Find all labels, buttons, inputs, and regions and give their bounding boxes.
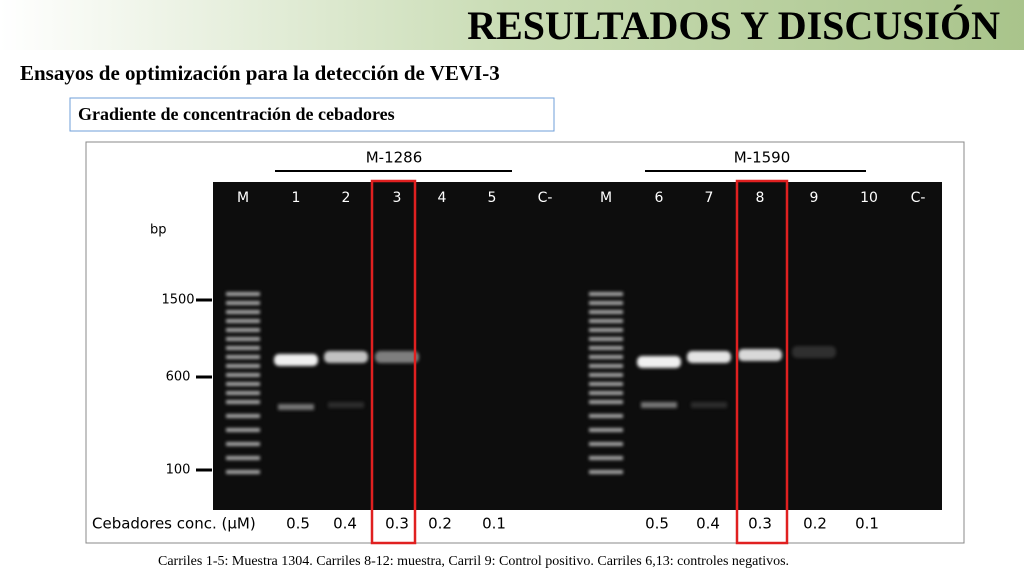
band [375,351,419,363]
ladder-label: 600 [166,370,191,385]
ladder-band [589,470,623,474]
lane-label: 6 [655,190,664,206]
ladder-band [589,364,623,368]
ladder-band [226,355,260,359]
title: RESULTADOS Y DISCUSIÓN [467,3,1000,48]
ladder-band [589,292,623,296]
ladder-band [589,414,623,418]
highlight [735,179,789,545]
lane-label: 7 [705,190,714,206]
ladder-label: 1500 [161,293,194,308]
lane-label: 3 [393,190,402,206]
ladder-band [226,470,260,474]
lane-label: 10 [860,190,878,206]
conc-value: 0.1 [855,515,879,533]
band [328,402,364,408]
conc-value: 0.5 [645,515,669,533]
ladder-band [589,391,623,395]
conc-value: 0.1 [482,515,506,533]
ladder-band [226,442,260,446]
band [278,404,314,410]
lane-label: 8 [756,190,765,206]
ladder-band [226,400,260,404]
subtitle: Ensayos de optimización para la detecció… [20,61,500,85]
ladder-band [226,456,260,460]
lane-label: 4 [438,190,447,206]
ladder-band [226,301,260,305]
ladder-band [589,310,623,314]
ladder-band [226,328,260,332]
ladder-band [589,456,623,460]
section-box [69,97,555,132]
ladder-band [589,373,623,377]
ladder-label: 100 [166,463,191,478]
lane-label: C- [538,190,553,206]
ladder-band [226,292,260,296]
ladder-band [226,414,260,418]
band [274,354,318,366]
band [691,402,727,408]
ladder-band [589,328,623,332]
conc-value: 0.4 [696,515,720,533]
ladder-band [226,310,260,314]
lane-label: 5 [488,190,497,206]
lane-label: 1 [292,190,301,206]
conc-value: 0.5 [286,515,310,533]
conc-value: 0.2 [803,515,827,533]
lane-label: M [237,190,249,206]
highlight [370,179,417,545]
ladder-band [226,319,260,323]
lane-label: M [600,190,612,206]
group-label: M-1590 [734,149,791,167]
conc-label: Cebadores conc. (µM) [92,515,256,533]
ladder-band [226,382,260,386]
gel [213,182,942,510]
band [687,351,731,363]
ladder-band [589,346,623,350]
caption: Carriles 1-5: Muestra 1304. Carriles 8-1… [158,554,789,569]
band [324,351,368,363]
lane-label: C- [911,190,926,206]
conc-value: 0.3 [385,515,409,533]
conc-value: 0.3 [748,515,772,533]
ladder-band [589,428,623,432]
ladder-band [226,391,260,395]
ladder-band [226,364,260,368]
ladder-band [589,355,623,359]
ladder-band [226,346,260,350]
ladder-band [589,319,623,323]
band [641,402,677,408]
ladder-band [226,428,260,432]
conc-value: 0.4 [333,515,357,533]
lane-label: 9 [810,190,819,206]
band [637,356,681,368]
ladder-band [589,382,623,386]
band [738,349,782,361]
title-bar [0,0,1024,50]
group-label: M-1286 [366,149,423,167]
lane-label: 2 [342,190,351,206]
ladder-unit: bp [150,223,167,238]
ladder-band [589,301,623,305]
ladder-band [226,337,260,341]
ladder-band [589,337,623,341]
bands [226,292,836,474]
ladder-band [226,373,260,377]
section-label: Gradiente de concentración de cebadores [78,104,395,124]
ladder-band [589,442,623,446]
conc-value: 0.2 [428,515,452,533]
band [792,346,836,358]
ladder-band [589,400,623,404]
